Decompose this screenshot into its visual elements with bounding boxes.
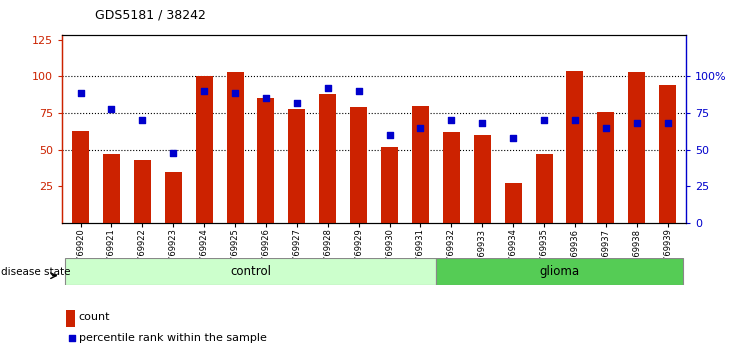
- Bar: [381, 147, 398, 223]
- Bar: [226, 72, 244, 223]
- Bar: [288, 109, 305, 223]
- Point: [137, 118, 148, 123]
- Bar: [597, 112, 615, 223]
- Bar: [65, 258, 436, 285]
- Point: [353, 88, 364, 94]
- Point: [106, 106, 118, 112]
- Point: [600, 125, 612, 131]
- Bar: [436, 258, 683, 285]
- Bar: [165, 172, 182, 223]
- Point: [132, 271, 144, 276]
- Bar: [659, 85, 676, 223]
- Point: [662, 120, 674, 126]
- Point: [199, 88, 210, 94]
- Bar: [566, 70, 583, 223]
- Bar: [412, 106, 429, 223]
- Bar: [443, 132, 460, 223]
- Point: [507, 135, 519, 141]
- Point: [322, 85, 334, 91]
- Point: [74, 90, 86, 95]
- Text: GDS5181 / 38242: GDS5181 / 38242: [95, 9, 206, 22]
- Bar: [196, 76, 212, 223]
- Point: [569, 118, 581, 123]
- Bar: [319, 94, 337, 223]
- Bar: [629, 72, 645, 223]
- Text: percentile rank within the sample: percentile rank within the sample: [79, 333, 266, 343]
- Point: [445, 118, 457, 123]
- Bar: [103, 154, 120, 223]
- Point: [167, 150, 179, 155]
- Text: glioma: glioma: [539, 265, 580, 278]
- Bar: [504, 183, 522, 223]
- Point: [260, 96, 272, 101]
- Point: [477, 120, 488, 126]
- Point: [229, 90, 241, 95]
- Point: [291, 100, 303, 105]
- Point: [538, 118, 550, 123]
- Text: count: count: [79, 312, 110, 322]
- Bar: [474, 135, 491, 223]
- Bar: [258, 98, 274, 223]
- Point: [415, 125, 426, 131]
- Bar: [350, 107, 367, 223]
- Text: control: control: [230, 265, 271, 278]
- Text: disease state: disease state: [1, 267, 70, 277]
- Point: [631, 120, 642, 126]
- Bar: [134, 160, 151, 223]
- Point: [384, 132, 396, 138]
- Bar: [72, 131, 89, 223]
- Bar: [536, 154, 553, 223]
